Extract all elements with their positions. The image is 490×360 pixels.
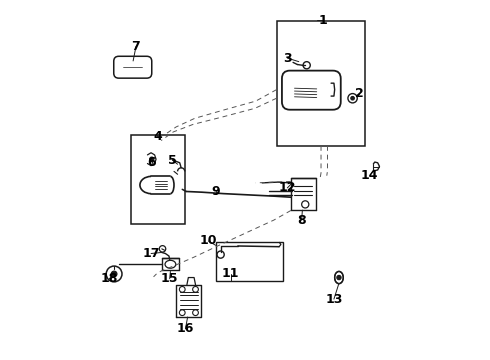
Text: 2: 2 bbox=[355, 87, 364, 100]
Text: 18: 18 bbox=[101, 272, 118, 285]
Text: 9: 9 bbox=[211, 185, 220, 198]
Text: 10: 10 bbox=[199, 234, 217, 247]
Circle shape bbox=[149, 157, 154, 161]
Bar bbox=[131, 135, 186, 224]
Circle shape bbox=[111, 271, 117, 277]
Text: 16: 16 bbox=[177, 322, 194, 335]
Circle shape bbox=[337, 275, 341, 280]
Text: 5: 5 bbox=[168, 154, 177, 167]
Text: 1: 1 bbox=[319, 14, 327, 27]
Text: 14: 14 bbox=[361, 169, 379, 182]
Circle shape bbox=[351, 96, 354, 100]
Text: 12: 12 bbox=[279, 181, 296, 194]
Text: 11: 11 bbox=[222, 267, 240, 280]
Bar bbox=[216, 242, 283, 281]
Text: 6: 6 bbox=[147, 156, 156, 169]
Text: 3: 3 bbox=[283, 51, 292, 64]
Text: 8: 8 bbox=[297, 214, 306, 227]
Ellipse shape bbox=[335, 271, 343, 284]
Text: 7: 7 bbox=[132, 40, 140, 53]
Text: 17: 17 bbox=[142, 247, 160, 260]
Bar bbox=[276, 21, 366, 146]
Text: 4: 4 bbox=[154, 130, 163, 144]
Text: 15: 15 bbox=[161, 272, 178, 285]
Text: 13: 13 bbox=[325, 293, 343, 306]
